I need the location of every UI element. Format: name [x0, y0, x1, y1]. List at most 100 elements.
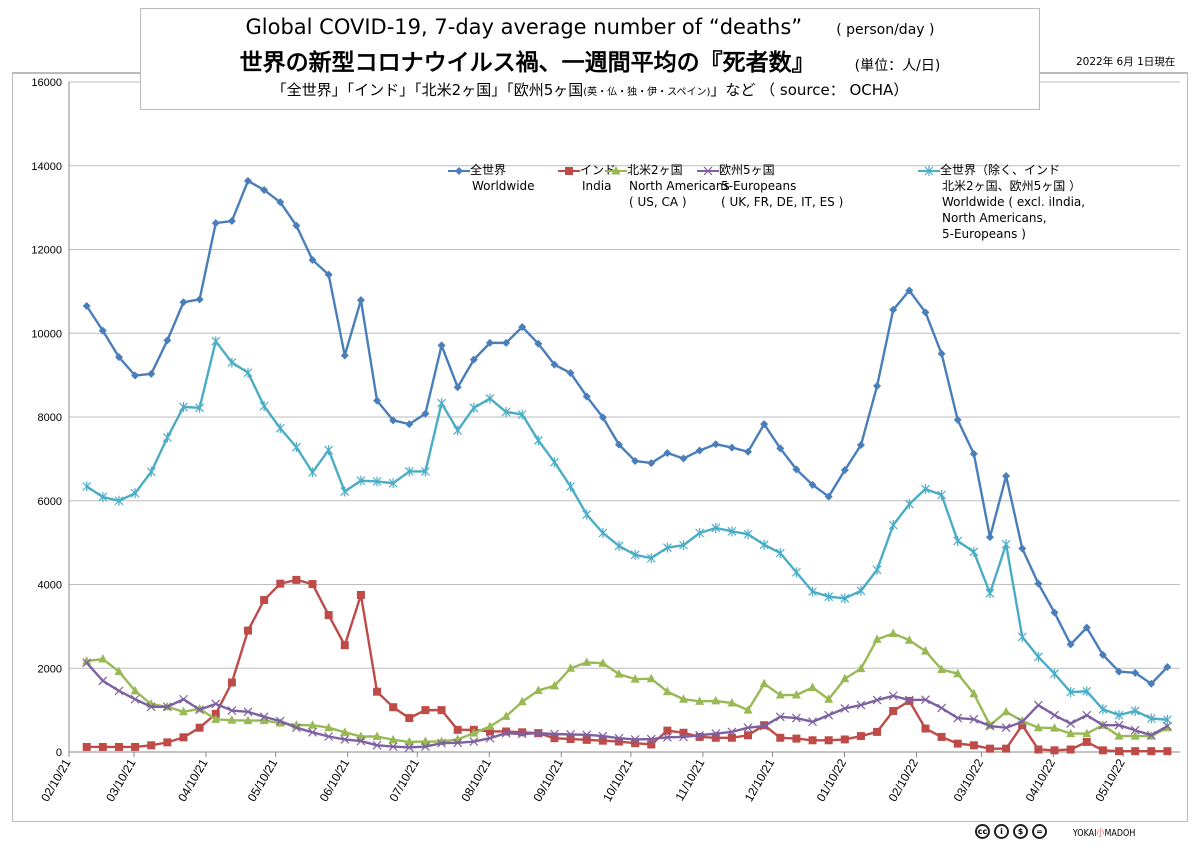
triangle-marker	[243, 715, 253, 725]
square-marker	[227, 678, 236, 687]
asterisk-marker	[1033, 651, 1043, 662]
asterisk-marker	[695, 527, 705, 538]
diamond-marker	[824, 492, 833, 501]
diamond-marker	[147, 369, 156, 378]
legend-swatch	[918, 165, 940, 176]
diamond-marker	[502, 338, 511, 347]
diamond-marker	[244, 176, 252, 185]
y-tick-label: 4000	[38, 580, 62, 592]
subtitle-a: 「全世界」「インド」「北米2ヶ国」「欧州5ヶ国	[271, 81, 584, 99]
x-marker	[501, 728, 511, 738]
square-marker	[985, 744, 994, 753]
x-marker	[179, 694, 188, 704]
y-tick-label: 8000	[38, 412, 62, 424]
x-marker	[1050, 710, 1059, 720]
asterisk-marker	[679, 540, 688, 551]
title-japanese: 世界の新型コロナウイルス禍、一週間平均の『死者数』 (単位：人/日)	[141, 43, 1039, 77]
diamond-marker	[985, 533, 994, 542]
asterisk-marker	[985, 588, 995, 599]
square-marker	[131, 742, 140, 751]
square-marker	[727, 733, 736, 742]
legend-item: 全世界 Worldwide	[448, 162, 535, 194]
legend-item: 欧州5ヶ国 5-Europeans ( UK, FR, DE, IT, ES )	[697, 162, 843, 210]
x-marker	[1098, 720, 1108, 730]
x-marker	[324, 732, 334, 741]
diamond-marker	[1115, 667, 1124, 676]
triangle-marker	[227, 715, 237, 724]
diamond-marker	[840, 466, 849, 475]
diamond-marker	[727, 443, 736, 452]
x-tick-label: 04/10/21	[175, 756, 211, 804]
series-line	[85, 179, 1169, 685]
square-marker	[163, 738, 172, 747]
asterisk-marker	[711, 522, 721, 533]
asterisk-marker	[1066, 687, 1076, 698]
nd-icon: =	[1032, 824, 1047, 839]
legend-item: インド India	[558, 162, 616, 194]
diamond-marker	[647, 459, 656, 468]
x-tick-label: 10/10/21	[600, 756, 636, 804]
diamond-marker	[792, 465, 801, 474]
triangle-marker	[727, 698, 737, 707]
legend-label: インド	[580, 163, 617, 177]
triangle-marker	[711, 695, 721, 705]
square-marker	[1147, 747, 1156, 756]
square-marker	[566, 735, 575, 744]
asterisk-marker	[146, 466, 156, 477]
asterisk-marker	[630, 549, 640, 560]
x-marker	[162, 702, 172, 712]
asterisk-marker	[1082, 686, 1092, 697]
x-marker	[969, 714, 979, 724]
asterisk-marker	[130, 488, 140, 499]
series-0	[82, 176, 1172, 688]
square-marker	[356, 590, 365, 599]
triangle-marker	[1050, 723, 1059, 732]
x-marker	[1130, 725, 1140, 735]
diamond-marker	[1018, 544, 1027, 553]
square-marker	[1002, 744, 1011, 753]
x-tick-label: 07/10/21	[386, 756, 422, 804]
legend-item: 全世界（除く、インド 北米2ヶ国、欧州5ヶ国 ） Worldwide ( excl.…	[918, 162, 1085, 242]
x-marker	[243, 707, 253, 717]
triangle-marker	[598, 658, 608, 667]
diamond-marker	[598, 413, 607, 422]
square-marker	[373, 687, 382, 696]
asterisk-marker	[1130, 705, 1140, 716]
square-marker	[873, 727, 882, 736]
diamond-marker	[211, 219, 220, 228]
x-marker	[888, 691, 898, 701]
square-marker	[260, 595, 269, 604]
square-marker	[565, 166, 573, 175]
asterisk-marker	[453, 425, 463, 436]
diamond-marker	[389, 416, 398, 425]
x-marker	[953, 713, 963, 723]
x-marker	[937, 703, 947, 713]
title-line1: Global COVID-19, 7-day average number of…	[245, 15, 803, 39]
x-tick-label: 12/10/21	[742, 756, 778, 804]
diamond-marker	[469, 355, 478, 364]
square-marker	[840, 735, 849, 744]
x-marker	[598, 731, 608, 741]
diamond-marker	[1131, 668, 1140, 677]
x-marker	[840, 704, 850, 713]
triangle-marker	[679, 694, 689, 703]
asterisk-marker	[743, 529, 753, 540]
x-marker	[453, 738, 463, 748]
diamond-marker	[1098, 650, 1107, 659]
legend-sublabel: India	[582, 179, 612, 193]
legend-sublabel: ( US, CA )	[629, 195, 687, 209]
square-marker	[953, 739, 962, 748]
x-marker	[1162, 721, 1172, 731]
x-tick-label: 06/10/21	[317, 756, 353, 804]
x-marker	[469, 737, 479, 746]
square-marker	[1066, 745, 1075, 754]
triangle-marker	[582, 657, 592, 666]
diamond-marker	[776, 444, 785, 453]
x-marker	[1033, 700, 1043, 710]
x-tick-label: 05/10/22	[1092, 756, 1128, 804]
title-english: Global COVID-19, 7-day average number of…	[141, 15, 1039, 39]
diamond-marker	[405, 420, 414, 429]
y-tick-label: 14000	[31, 161, 62, 173]
diamond-marker	[921, 308, 930, 317]
triangle-marker	[856, 663, 866, 673]
